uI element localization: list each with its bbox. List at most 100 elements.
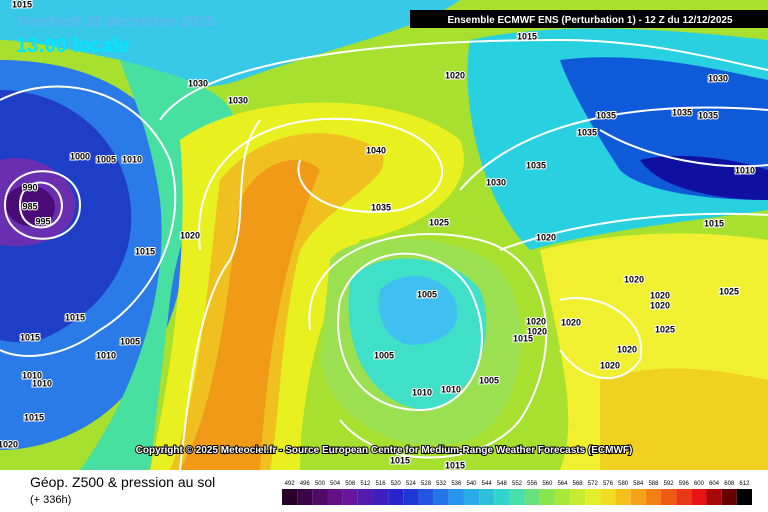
legend-swatch xyxy=(615,489,631,505)
isobar xyxy=(499,212,768,251)
isobar-label: 1005 xyxy=(120,336,140,346)
isobar-label: 1010 xyxy=(122,154,142,164)
legend-swatch xyxy=(691,489,707,505)
legend-label: 588 xyxy=(648,481,659,487)
height-band xyxy=(600,368,768,470)
isobar-label: 1020 xyxy=(617,344,637,354)
legend-label: 520 xyxy=(391,481,402,487)
isobar-label: 1015 xyxy=(513,333,533,343)
isobar xyxy=(0,85,177,357)
legend-label: 500 xyxy=(315,481,326,487)
isobar-label: 1035 xyxy=(698,110,718,120)
isobar-label: 1005 xyxy=(479,375,499,385)
isobar-labels: 1015 1015 1020 1030 1030 1030 1035 1035 1035 1035… xyxy=(0,0,756,471)
isobar-label: 1035 xyxy=(371,202,391,212)
legend-swatch xyxy=(661,489,677,505)
isobar-label: 1010 xyxy=(412,387,432,397)
legend-label: 524 xyxy=(406,481,417,487)
legend-label: 564 xyxy=(557,481,568,487)
isobar-label: 1010 xyxy=(96,350,116,360)
legend-swatch xyxy=(645,489,662,505)
footer-lead: (+ 336h) xyxy=(30,494,71,506)
isobar xyxy=(308,233,548,459)
isobar-label: 1000 xyxy=(70,151,90,161)
isobar-label: 1020 xyxy=(650,290,670,300)
isobar xyxy=(19,181,64,229)
legend-swatch xyxy=(494,489,510,505)
legend-swatch xyxy=(570,489,586,505)
legend-swatch xyxy=(676,489,692,505)
legend-swatch xyxy=(327,489,343,505)
legend-swatch xyxy=(479,489,495,505)
legend-label: 528 xyxy=(421,481,432,487)
isobar-label: 1015 xyxy=(517,31,537,41)
height-field xyxy=(0,0,768,470)
isobar-label: 1035 xyxy=(526,160,546,170)
isobar-label: 1015 xyxy=(704,218,724,228)
isobar-label: 1020 xyxy=(600,360,620,370)
legend-label: 576 xyxy=(603,481,614,487)
isobar-label: 1035 xyxy=(672,107,692,117)
model-label: Ensemble ECMWF ENS (Perturbation 1) - 12… xyxy=(447,15,733,26)
legend-swatch xyxy=(706,489,722,505)
legend-label: 508 xyxy=(345,481,356,487)
isobar xyxy=(599,129,768,168)
legend-label: 496 xyxy=(300,481,311,487)
legend-label: 492 xyxy=(285,481,296,487)
isobar-label: 1020 xyxy=(0,439,18,449)
legend-label: 516 xyxy=(376,481,387,487)
isobar-label: 1030 xyxy=(486,177,506,187)
isobar-label: 990 xyxy=(22,182,37,192)
isobar-label: 1030 xyxy=(188,78,208,88)
isobar xyxy=(179,119,261,471)
legend-label: 544 xyxy=(482,481,493,487)
legend-swatch xyxy=(418,489,434,505)
isobar-label: 1035 xyxy=(577,127,597,137)
isobar-label: 1020 xyxy=(526,316,546,326)
height-band xyxy=(180,160,320,470)
isobar-label: 1015 xyxy=(24,412,44,422)
legend-swatch xyxy=(388,489,404,505)
legend-label: 504 xyxy=(330,481,341,487)
legend-swatch xyxy=(630,489,646,505)
isobar-label: 995 xyxy=(35,216,50,226)
legend-swatch xyxy=(600,489,616,505)
isobar-label: 1010 xyxy=(735,165,755,175)
isobar-label: 1025 xyxy=(655,324,675,334)
time-label: 13:00 locale xyxy=(16,35,129,57)
legend-swatch xyxy=(433,489,449,505)
isobar xyxy=(4,170,82,240)
isobar xyxy=(459,106,768,191)
isobar-label: 1010 xyxy=(22,370,42,380)
isobar-label: 1015 xyxy=(135,246,155,256)
legend-label: 608 xyxy=(724,481,735,487)
legend-swatch xyxy=(524,489,540,505)
legend-label: 596 xyxy=(679,481,690,487)
isobar-label: 1015 xyxy=(390,455,410,465)
isobar-label: 1030 xyxy=(228,95,248,105)
isobar-label: 1030 xyxy=(708,73,728,83)
height-band xyxy=(5,185,56,227)
legend-swatch xyxy=(448,489,464,505)
legend-swatch xyxy=(403,489,419,505)
legend-label: 560 xyxy=(542,481,553,487)
isobar-label: 1020 xyxy=(536,232,556,242)
isobar-label: 1010 xyxy=(32,378,52,388)
legend-swatch xyxy=(509,489,525,505)
isobar-label: 1015 xyxy=(445,460,465,470)
legend-label: 568 xyxy=(573,481,584,487)
legend-swatch xyxy=(312,489,328,505)
legend-swatch xyxy=(463,489,480,505)
isobar xyxy=(159,38,768,121)
legend-label: 536 xyxy=(451,481,462,487)
legend-swatch xyxy=(585,489,601,505)
isobar-label: 1020 xyxy=(650,300,670,310)
copyright: Copyright © 2025 Meteociel.fr - Source E… xyxy=(136,445,633,456)
legend-swatch xyxy=(721,489,737,505)
footer-title: Géop. Z500 & pression au sol xyxy=(30,474,215,490)
legend-label: 584 xyxy=(633,481,644,487)
isobar-label: 1015 xyxy=(65,312,85,322)
isobars xyxy=(0,38,768,471)
height-band xyxy=(378,276,458,345)
